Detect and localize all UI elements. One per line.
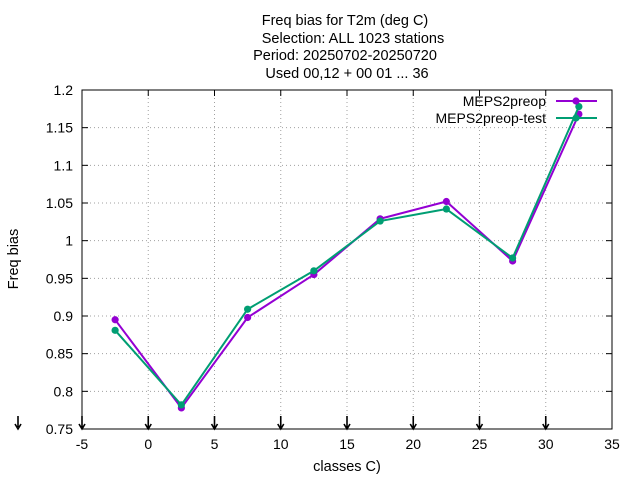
x-tick-label: 35: [604, 436, 620, 452]
y-tick-label: 0.85: [46, 346, 73, 362]
title-line-3: Period: 20250702-20250720: [253, 48, 437, 64]
y-tick-label: 0.75: [46, 421, 73, 437]
class-boundary-marker: [409, 416, 417, 431]
class-markers: [14, 416, 550, 431]
series-1-point: [244, 313, 252, 322]
series-2-point: [575, 102, 583, 111]
series-layer: [111, 102, 583, 412]
series-2-point: [111, 326, 119, 334]
series-2-point: [244, 305, 252, 313]
x-tick-label: -5: [76, 436, 89, 452]
x-tick-label: 0: [144, 436, 152, 452]
series-2-point: [177, 401, 185, 409]
y-tick-label: 1: [65, 233, 73, 249]
class-boundary-marker: [144, 416, 152, 431]
legend-label-2: MEPS2preop-test: [436, 110, 547, 126]
y-tick-label: 0.8: [54, 383, 74, 399]
class-boundary-marker: [343, 416, 351, 431]
series-1-point: [111, 316, 119, 324]
title-line-2: Selection: ALL 1023 stations: [262, 31, 444, 47]
class-boundary-marker: [475, 416, 484, 431]
axis-ticks: -5 0 5 10 15 20 25 30 35 0.75 0.8 0.85 0.9 0.95 1 1.05 1…: [46, 82, 620, 452]
y-axis-label: Freq bias: [6, 229, 22, 289]
series-2-point: [509, 254, 517, 262]
title-line-1: Freq bias for T2m (deg C): [262, 13, 429, 29]
x-axis-label: classes C): [313, 459, 381, 475]
y-tick-label: 1.15: [46, 120, 73, 136]
class-boundary-marker: [277, 416, 285, 431]
x-tick-label: 20: [405, 436, 421, 452]
chart-title: Freq bias for T2m (deg C) Selection: ALL…: [253, 13, 444, 82]
series-1-point: [442, 197, 450, 206]
x-tick-label: 10: [273, 436, 289, 452]
legend-marker-1: [572, 97, 580, 105]
class-boundary-marker: [78, 416, 86, 431]
series-line-2: [114, 106, 580, 406]
x-tick-label: 5: [211, 436, 219, 452]
x-tick-label: 25: [472, 436, 488, 452]
series-2-point: [442, 205, 450, 213]
legend-label-1: MEPS2preop: [463, 93, 546, 109]
y-tick-label: 1.2: [54, 82, 74, 98]
grid: [82, 90, 612, 429]
class-boundary-marker: [14, 416, 22, 431]
legend-marker-2: [572, 114, 580, 122]
y-tick-label: 0.95: [46, 270, 73, 286]
x-tick-label: 30: [538, 436, 554, 452]
series-2-point: [376, 217, 384, 225]
title-line-4: Used 00,12 + 00 01 ... 36: [265, 66, 428, 82]
y-tick-label: 1.05: [46, 195, 73, 211]
x-tick-label: 15: [339, 436, 355, 452]
class-boundary-marker: [542, 416, 550, 431]
y-tick-label: 1.1: [54, 157, 74, 173]
class-boundary-marker: [210, 416, 219, 431]
y-tick-label: 0.9: [54, 308, 74, 324]
series-2-point: [310, 267, 318, 275]
